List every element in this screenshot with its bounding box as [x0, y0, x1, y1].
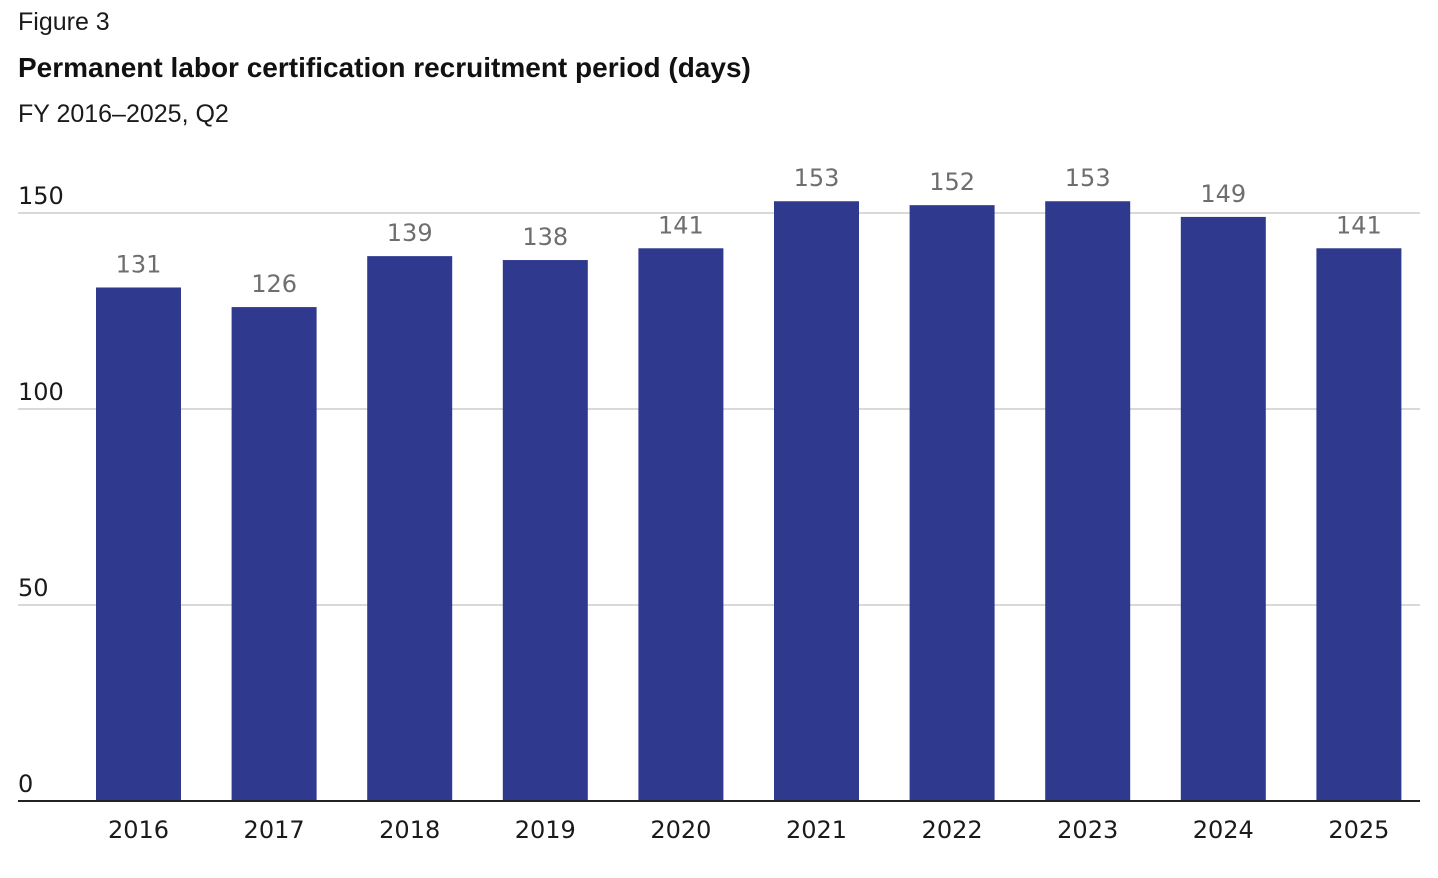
x-tick-label-2020: 2020	[650, 816, 711, 844]
x-tick-label-2017: 2017	[244, 816, 305, 844]
bar-2021	[774, 201, 859, 802]
y-tick-label: 0	[18, 770, 33, 798]
bar-2019	[502, 260, 588, 801]
data-label-2020: 141	[658, 211, 704, 239]
x-tick-label-2021: 2021	[786, 816, 847, 844]
data-label-2022: 152	[929, 168, 975, 196]
x-axis-ticks: 2016 2017 2018 2019 2020 2021 2022 2023 2024 2025	[108, 816, 1389, 844]
y-tick-label: 100	[18, 378, 64, 406]
data-label-2018: 139	[387, 219, 433, 247]
x-tick-label-2018: 2018	[379, 816, 440, 844]
x-tick-label-2019: 2019	[515, 816, 576, 844]
data-label-2016: 131	[116, 250, 162, 278]
chart-title: Permanent labor certification recruitmen…	[18, 52, 751, 83]
x-tick-label-2022: 2022	[922, 816, 983, 844]
data-label-2021: 153	[794, 164, 840, 192]
bar-2024	[1180, 216, 1266, 802]
bar-2023	[1045, 201, 1131, 802]
bar-2025	[1316, 248, 1402, 801]
x-tick-label-2023: 2023	[1057, 816, 1118, 844]
data-label-2023: 153	[1065, 164, 1111, 192]
x-tick-label-2016: 2016	[108, 816, 169, 844]
figure-label: Figure 3	[18, 8, 110, 36]
bar-2020	[638, 248, 724, 801]
data-label-2017: 126	[251, 270, 297, 298]
y-tick-label: 50	[18, 574, 49, 602]
data-label-2024: 149	[1200, 180, 1246, 208]
x-tick-label-2025: 2025	[1328, 816, 1389, 844]
bar-2016	[96, 287, 181, 802]
x-tick-label-2024: 2024	[1193, 816, 1254, 844]
bars	[96, 201, 1402, 802]
data-label-2019: 138	[522, 223, 568, 251]
bar-2018	[367, 256, 453, 801]
bar-2022	[909, 205, 995, 801]
chart-subtitle: FY 2016–2025, Q2	[18, 100, 229, 128]
y-tick-label: 150	[18, 182, 64, 210]
data-label-2025: 141	[1336, 211, 1382, 239]
bar-2017	[231, 307, 317, 801]
data-labels: 131 126 139 138 141 153 152 153 149 141	[116, 164, 1382, 298]
y-axis-ticks: 0 50 100 150	[18, 182, 64, 798]
